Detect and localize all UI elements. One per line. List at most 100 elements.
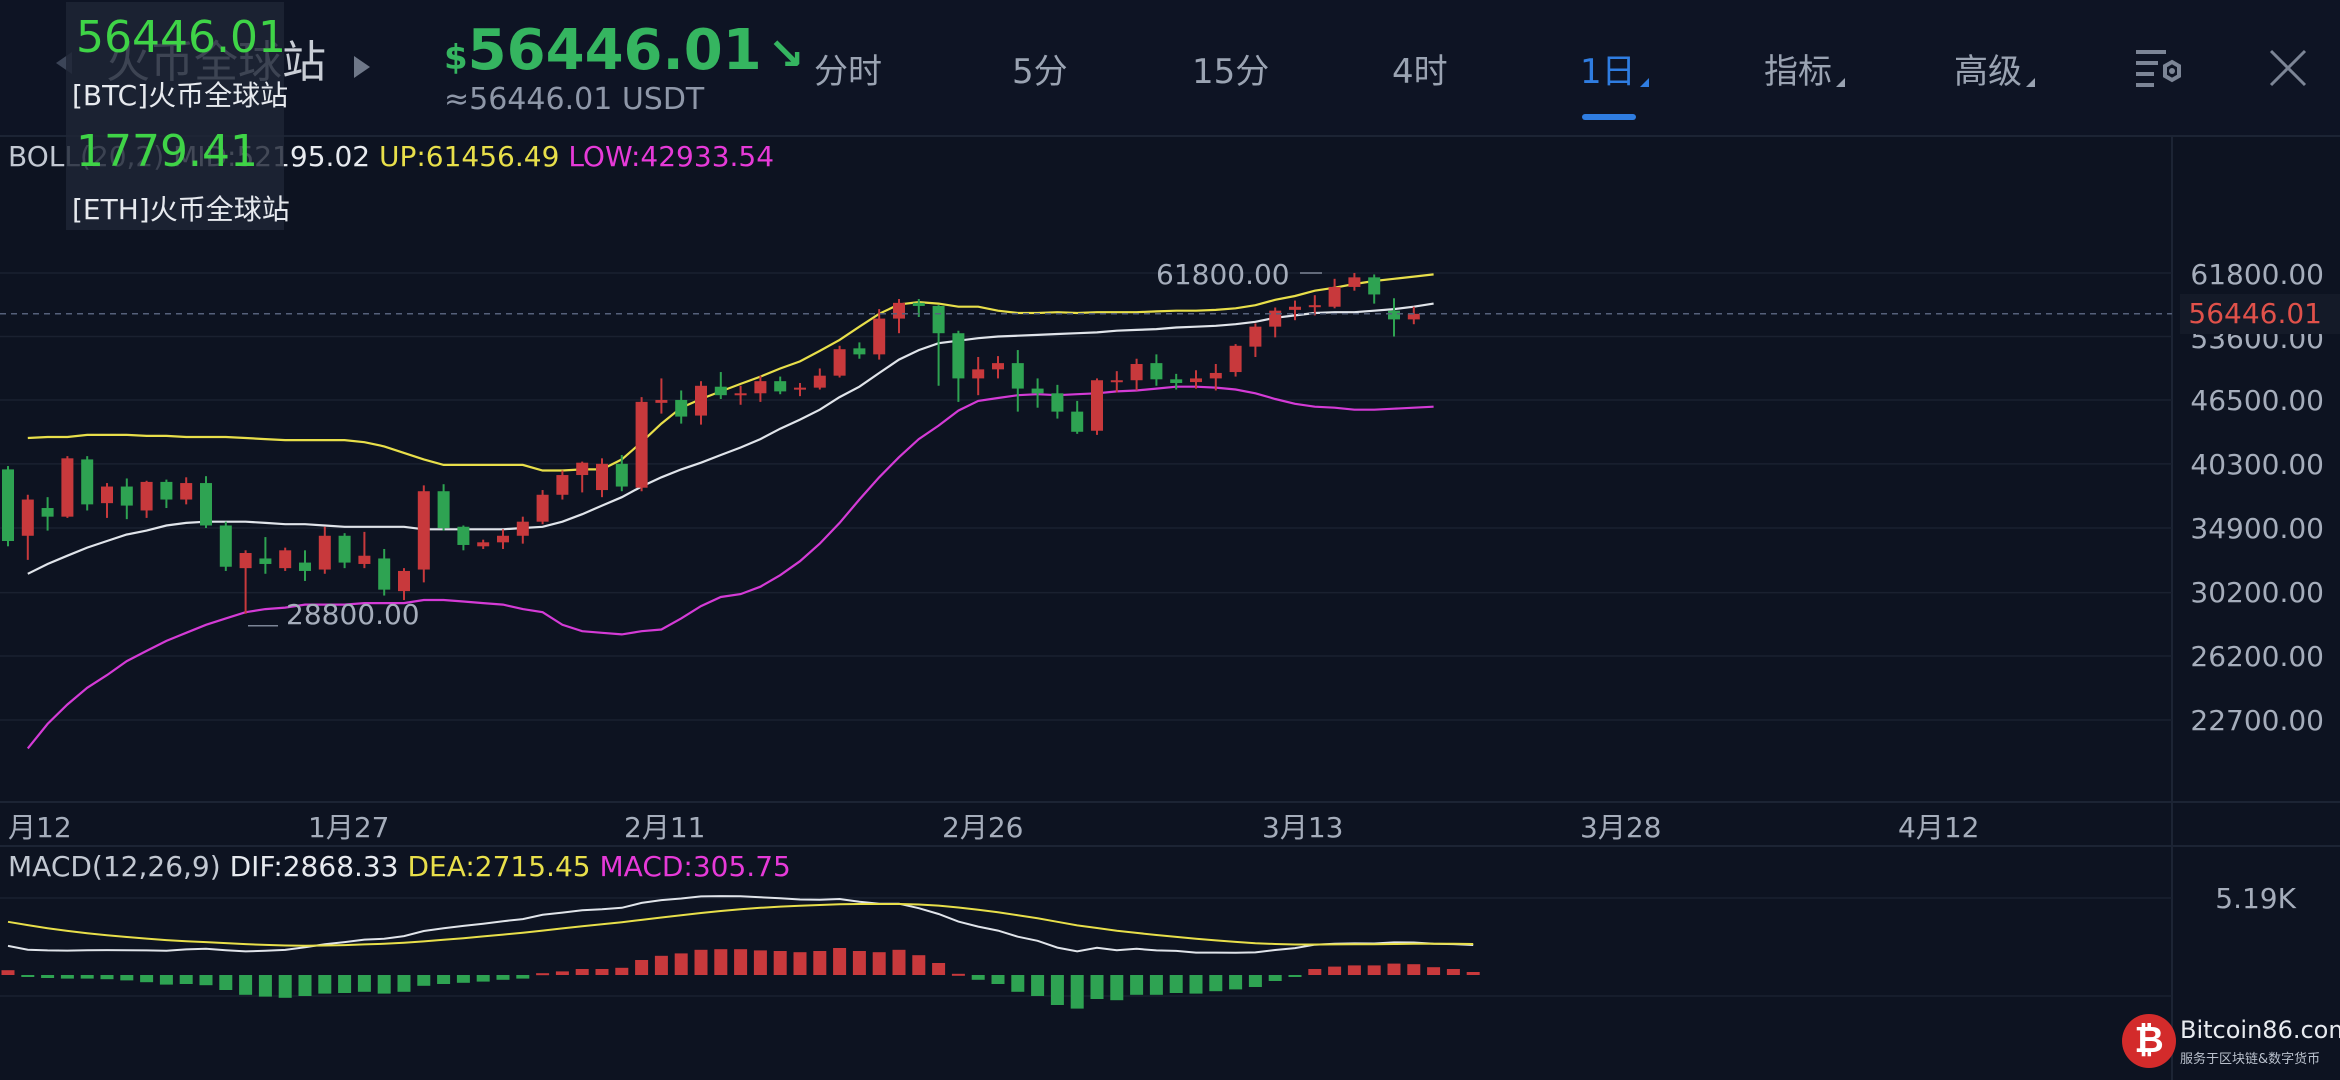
x-axis-label: 3月28 bbox=[1580, 811, 1662, 844]
candle bbox=[200, 476, 212, 529]
tab-15min[interactable]: 15分 bbox=[1192, 44, 1269, 93]
tab-advanced[interactable]: 高级 bbox=[1954, 44, 2035, 93]
candle-body bbox=[576, 462, 589, 476]
candle-body bbox=[992, 363, 1004, 370]
candle-body bbox=[1091, 380, 1103, 431]
btc-market-name[interactable]: [BTC]火币全球站 bbox=[72, 79, 289, 112]
x-axis-label: 3月13 bbox=[1262, 811, 1344, 844]
y-axis-label: 61800.00 bbox=[2190, 258, 2324, 291]
candle bbox=[437, 484, 450, 531]
candle bbox=[853, 342, 866, 359]
candle bbox=[378, 548, 391, 596]
candle-body bbox=[378, 558, 391, 590]
macd-dea-line bbox=[7, 903, 1474, 947]
macd-bar bbox=[1130, 975, 1144, 995]
candle bbox=[1150, 354, 1163, 386]
macd-bar bbox=[714, 949, 728, 975]
eth-market-name[interactable]: [ETH]火币全球站 bbox=[72, 193, 290, 226]
macd-bar bbox=[357, 975, 371, 992]
tab-4hour[interactable]: 4时 bbox=[1392, 44, 1448, 93]
macd-bar bbox=[1149, 975, 1163, 995]
bitcoin-logo-icon: ₿ bbox=[2122, 1014, 2176, 1068]
macd-bar bbox=[199, 975, 213, 986]
candle bbox=[477, 539, 490, 549]
candle-body bbox=[200, 483, 212, 526]
low-annotation: 28800.00 bbox=[286, 598, 420, 631]
candle bbox=[1328, 278, 1341, 309]
candles bbox=[2, 273, 1420, 614]
candle bbox=[1190, 370, 1202, 389]
tab-timeshare[interactable]: 分时 bbox=[814, 44, 882, 93]
candle bbox=[1110, 371, 1123, 393]
candle bbox=[81, 456, 94, 511]
candle-body bbox=[596, 463, 608, 491]
macd-bar bbox=[1011, 975, 1025, 992]
candle-body bbox=[794, 387, 806, 390]
next-market-arrow-icon[interactable] bbox=[354, 56, 370, 78]
candle bbox=[160, 479, 173, 509]
macd-bar bbox=[1407, 964, 1421, 975]
macd-bar bbox=[932, 963, 946, 975]
candle-body bbox=[239, 553, 252, 569]
macd-bar bbox=[1347, 965, 1361, 975]
macd-bar bbox=[536, 973, 550, 976]
candle-body bbox=[655, 399, 668, 403]
macd-bar bbox=[674, 953, 688, 975]
macd-bar bbox=[595, 969, 609, 975]
current-price: $56446.01 ↘ bbox=[444, 18, 805, 83]
candle-body bbox=[120, 486, 133, 506]
tab-label: 5分 bbox=[1012, 52, 1068, 92]
tab-label: 4时 bbox=[1392, 52, 1448, 92]
y-axis-label: 22700.00 bbox=[2190, 704, 2324, 737]
dropdown-corner-icon bbox=[1639, 78, 1649, 87]
macd-bar bbox=[1288, 975, 1302, 977]
candle bbox=[754, 375, 767, 402]
watermark-text: Bitcoin86.com bbox=[2180, 1016, 2340, 1044]
tab-1day[interactable]: 1日 bbox=[1580, 44, 1649, 93]
macd-bar bbox=[753, 950, 767, 975]
btc-price[interactable]: 56446.01 bbox=[76, 12, 286, 63]
candle bbox=[101, 483, 113, 518]
candle-body bbox=[61, 458, 74, 517]
candle-body bbox=[2, 469, 14, 542]
candle bbox=[1170, 373, 1183, 390]
candle-body bbox=[1368, 277, 1381, 295]
tab-label: 15分 bbox=[1192, 52, 1270, 92]
macd-bar bbox=[912, 955, 926, 975]
close-icon[interactable] bbox=[2268, 48, 2308, 88]
candle bbox=[358, 531, 371, 569]
candle bbox=[497, 529, 509, 549]
candle-body bbox=[41, 508, 54, 517]
candle bbox=[120, 478, 133, 520]
candle-body bbox=[635, 401, 648, 488]
candle-body bbox=[1289, 306, 1301, 310]
settings-sliders-icon[interactable] bbox=[2132, 44, 2188, 92]
macd-bar bbox=[951, 973, 965, 976]
tab-indicators[interactable]: 指标 bbox=[1764, 44, 1845, 93]
macd-bar bbox=[338, 975, 352, 993]
macd-bar bbox=[813, 951, 827, 975]
candle-body bbox=[259, 558, 272, 564]
candle-body bbox=[279, 550, 292, 569]
macd-bar bbox=[694, 949, 708, 975]
tab-5min[interactable]: 5分 bbox=[1012, 44, 1068, 93]
candle bbox=[140, 480, 153, 518]
candle-body bbox=[1407, 313, 1420, 320]
candle bbox=[596, 458, 608, 498]
macd-bar bbox=[793, 952, 807, 975]
macd-bar bbox=[1070, 975, 1084, 1009]
macd-bar bbox=[179, 975, 193, 984]
macd-bar bbox=[456, 975, 470, 983]
candle-body bbox=[180, 483, 193, 500]
candle-body bbox=[457, 526, 470, 545]
candle bbox=[1368, 274, 1381, 304]
candle bbox=[318, 526, 331, 574]
macd-bar bbox=[278, 975, 292, 998]
macd-bar bbox=[1229, 975, 1243, 990]
candle-body bbox=[912, 302, 925, 306]
candle-body bbox=[1308, 305, 1321, 308]
candle bbox=[1348, 273, 1361, 291]
candle bbox=[61, 456, 74, 518]
eth-price[interactable]: 1779.41 bbox=[76, 126, 258, 177]
